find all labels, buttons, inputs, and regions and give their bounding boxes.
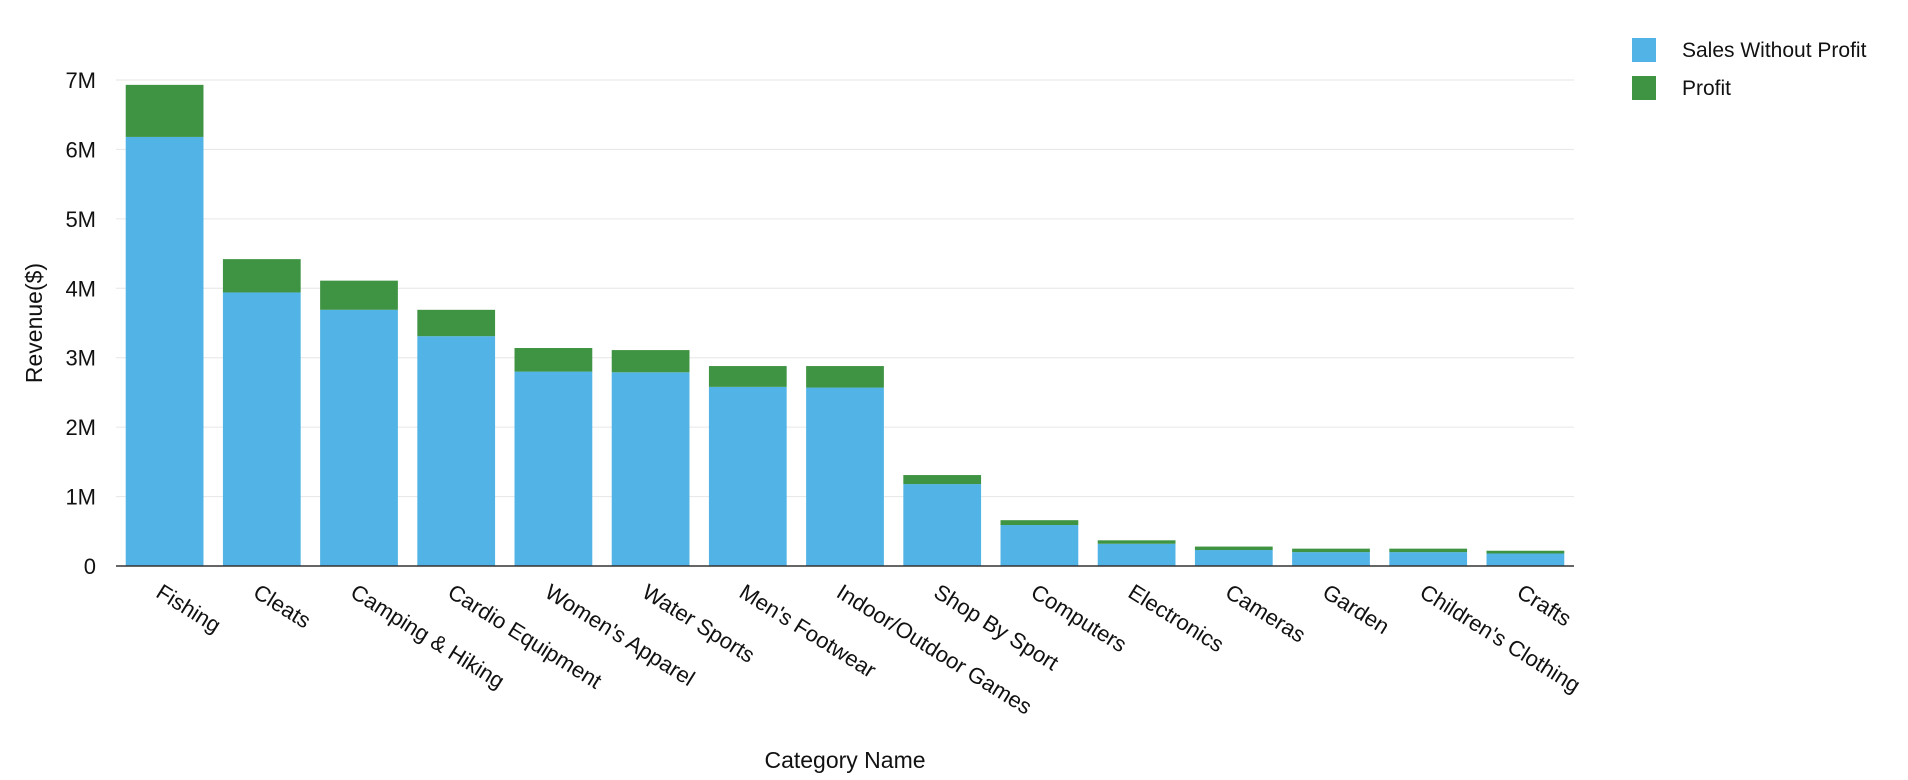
- bar-sales-without-profit[interactable]: [222, 292, 301, 566]
- bar-sales-without-profit[interactable]: [1000, 525, 1079, 566]
- x-tick-label: Fishing: [152, 579, 225, 638]
- bar-sales-without-profit[interactable]: [1389, 552, 1468, 566]
- x-tick-label: Electronics: [1124, 579, 1228, 657]
- x-tick-label: Cameras: [1221, 579, 1310, 647]
- bar-profit[interactable]: [1486, 550, 1565, 554]
- bar-profit[interactable]: [125, 84, 204, 137]
- bar-sales-without-profit[interactable]: [708, 386, 787, 566]
- x-tick-label: Children's Clothing: [1416, 579, 1585, 698]
- bar-sales-without-profit[interactable]: [1097, 543, 1176, 566]
- legend-swatch: [1632, 38, 1656, 62]
- bar-sales-without-profit[interactable]: [806, 387, 884, 566]
- bar-sales-without-profit[interactable]: [611, 372, 690, 566]
- bar-profit[interactable]: [514, 347, 593, 372]
- x-tick-label: Cleats: [249, 579, 315, 633]
- bar-sales-without-profit[interactable]: [1486, 553, 1565, 566]
- bar-profit[interactable]: [1000, 520, 1079, 526]
- bar-profit[interactable]: [222, 259, 301, 293]
- y-tick-label: 7M: [65, 68, 96, 93]
- legend-swatch: [1632, 76, 1656, 100]
- legend: Sales Without Profit Profit: [1632, 38, 1867, 100]
- y-tick-label: 5M: [65, 207, 96, 232]
- bar-profit[interactable]: [806, 366, 884, 388]
- bar-sales-without-profit[interactable]: [320, 309, 398, 566]
- bar-profit[interactable]: [708, 366, 787, 387]
- bar-profit[interactable]: [1097, 540, 1176, 544]
- bars: [125, 84, 1565, 566]
- bar-profit[interactable]: [1194, 546, 1273, 551]
- y-tick-label: 3M: [65, 346, 96, 371]
- bar-sales-without-profit[interactable]: [514, 371, 593, 566]
- bar-profit[interactable]: [1292, 548, 1370, 553]
- legend-label: Sales Without Profit: [1682, 39, 1867, 62]
- bar-sales-without-profit[interactable]: [125, 136, 204, 566]
- bar-profit[interactable]: [1389, 548, 1468, 553]
- bar-sales-without-profit[interactable]: [1194, 550, 1273, 566]
- bar-sales-without-profit[interactable]: [903, 484, 982, 566]
- bar-sales-without-profit[interactable]: [1292, 552, 1370, 566]
- y-axis-title: Revenue($): [21, 263, 47, 383]
- bar-profit[interactable]: [320, 280, 398, 310]
- x-tick-label: Crafts: [1513, 579, 1576, 631]
- y-tick-label: 0: [84, 554, 96, 579]
- x-axis-title: Category Name: [764, 747, 925, 773]
- y-tick-label: 6M: [65, 137, 96, 162]
- bar-sales-without-profit[interactable]: [417, 336, 496, 566]
- y-tick-label: 2M: [65, 415, 96, 440]
- bar-profit[interactable]: [903, 475, 982, 485]
- legend-label: Profit: [1682, 77, 1731, 100]
- bar-profit[interactable]: [611, 350, 690, 373]
- x-tick-label: Garden: [1318, 579, 1393, 639]
- y-tick-label: 1M: [65, 485, 96, 510]
- y-tick-label: 4M: [65, 276, 96, 301]
- bar-profit[interactable]: [417, 309, 496, 337]
